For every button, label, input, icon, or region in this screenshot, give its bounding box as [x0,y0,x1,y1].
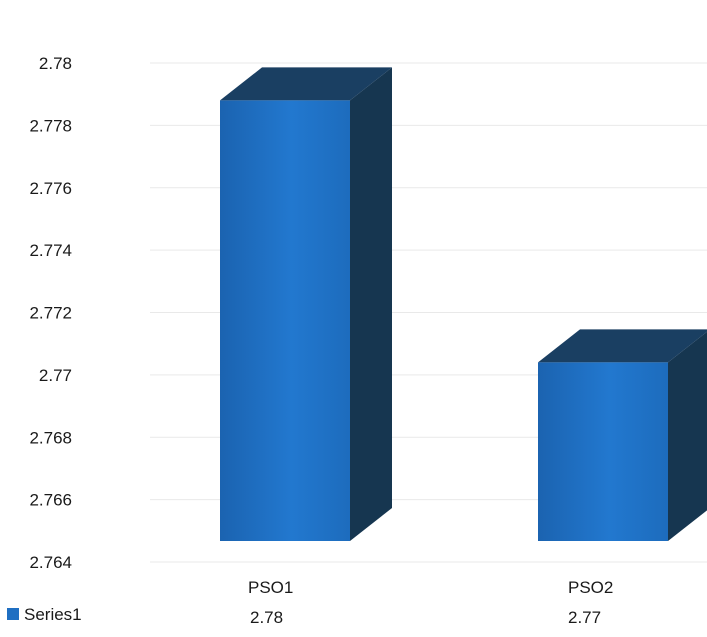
y-tick-label: 2.766 [29,491,72,510]
y-tick-label: 2.78 [39,54,72,73]
y-tick-label: 2.764 [29,553,72,572]
x-axis-label: PSO1 [248,578,293,597]
y-tick-label: 2.772 [29,304,72,323]
bar-front-face [538,362,668,541]
data-label: 2.78 [250,608,283,627]
y-tick-label: 2.77 [39,366,72,385]
data-label: 2.77 [568,608,601,627]
legend-swatch [7,608,19,620]
bar-top-face [220,67,392,101]
y-tick-label: 2.778 [29,116,72,135]
bar-pso1 [220,67,392,542]
y-tick-label: 2.776 [29,179,72,198]
x-axis-labels: PSO1 PSO2 [248,578,613,597]
y-tick-label: 2.774 [29,241,72,260]
legend: Series1 [7,605,82,624]
legend-label: Series1 [24,605,82,624]
bars [220,67,707,542]
bar-pso2 [538,329,707,541]
x-axis-label: PSO2 [568,578,613,597]
bar-top-face [538,329,707,363]
y-tick-label: 2.768 [29,428,72,447]
y-axis-ticks: 2.764 2.766 2.768 2.77 2.772 2.774 2.776 2.778 2… [29,54,72,572]
bar-side-face [350,67,392,542]
bar-side-face [668,331,707,541]
bar-front-face [220,100,350,542]
data-labels: 2.78 2.77 [250,608,601,627]
